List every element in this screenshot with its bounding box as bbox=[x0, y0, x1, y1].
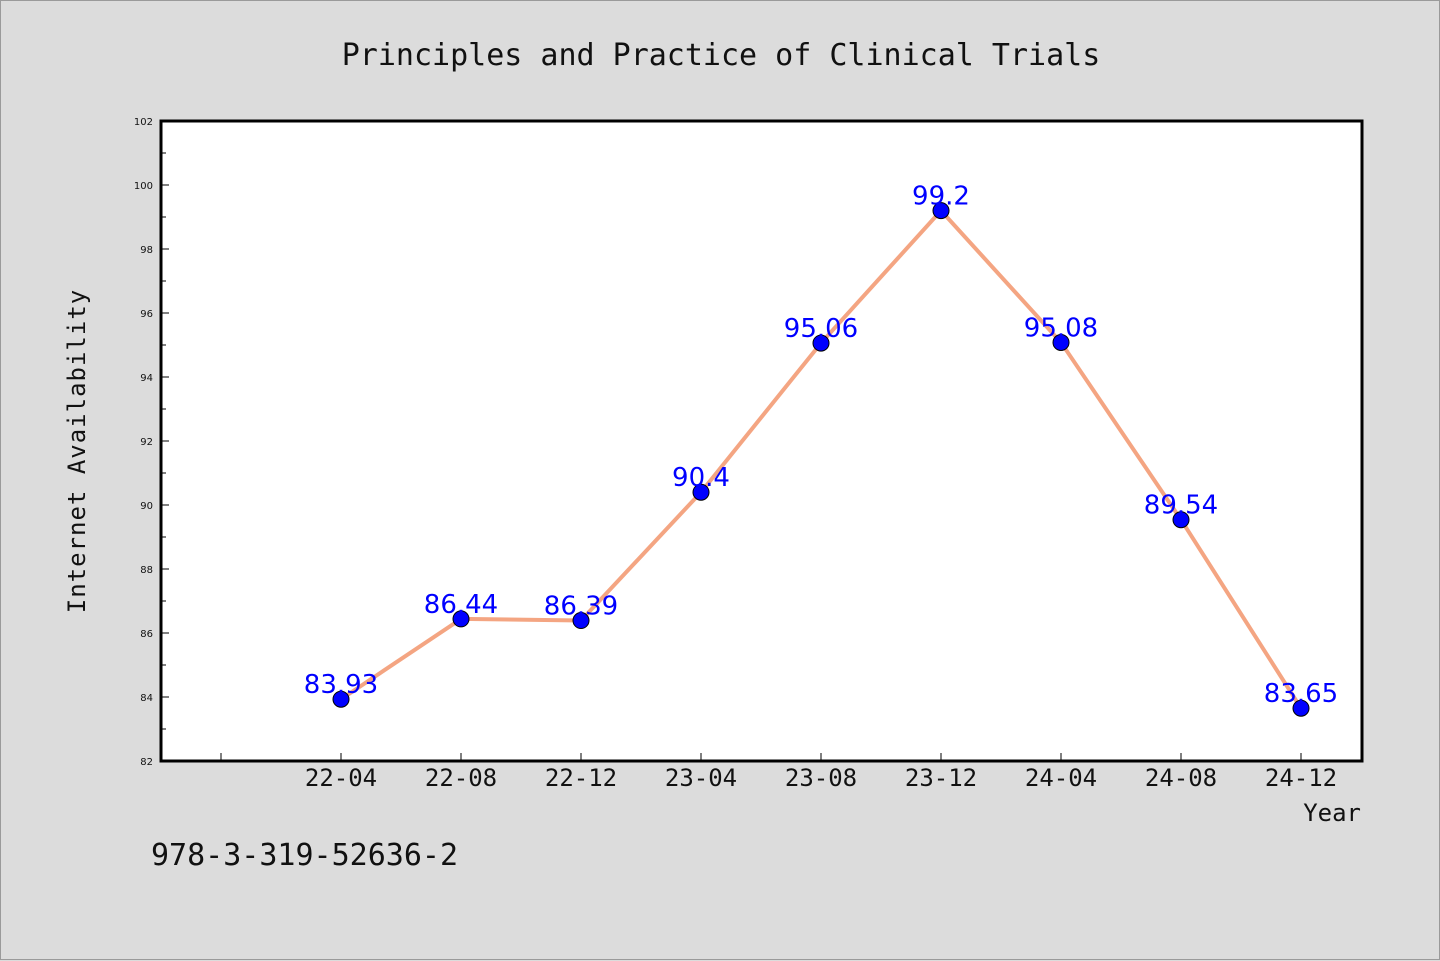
data-point bbox=[1292, 699, 1310, 717]
data-label: 90.4 bbox=[672, 463, 730, 493]
y-tick-label: 86 bbox=[140, 629, 153, 640]
y-tick-label: 102 bbox=[134, 117, 153, 128]
x-axis-label: Year bbox=[1303, 799, 1361, 827]
y-tick-label: 94 bbox=[140, 373, 153, 384]
x-tick-label: 23-12 bbox=[905, 764, 977, 792]
chart-title: Principles and Practice of Clinical Tria… bbox=[342, 38, 1101, 73]
x-tick-label: 24-08 bbox=[1145, 764, 1217, 792]
x-tick-label: 22-12 bbox=[545, 764, 617, 792]
data-label: 95.06 bbox=[784, 314, 858, 344]
data-label: 89.54 bbox=[1144, 491, 1218, 521]
y-tick-label: 98 bbox=[140, 245, 153, 256]
data-point bbox=[1052, 333, 1070, 351]
plot-area bbox=[159, 119, 1364, 763]
y-tick-label: 82 bbox=[140, 757, 153, 768]
x-tick-label: 22-08 bbox=[425, 764, 497, 792]
data-label: 86.44 bbox=[424, 590, 498, 620]
x-tick-label: 23-08 bbox=[785, 764, 857, 792]
data-label: 99.2 bbox=[912, 182, 970, 212]
y-tick-label: 88 bbox=[140, 565, 153, 576]
x-tick-label: 24-12 bbox=[1265, 764, 1337, 792]
y-tick-label: 92 bbox=[140, 437, 153, 448]
x-axis: 22-04 22-08 22-12 23-04 23-08 23-12 24-04 24-08… bbox=[220, 753, 1337, 792]
x-tick-label: 22-04 bbox=[305, 764, 377, 792]
data-label: 83.93 bbox=[304, 670, 378, 700]
data-label: 95.08 bbox=[1024, 313, 1098, 343]
data-point bbox=[572, 612, 590, 630]
y-axis: 82 84 86 88 90 92 94 96 98 100 102 bbox=[134, 117, 169, 768]
data-point bbox=[812, 334, 830, 352]
y-axis-label: Internet Availability bbox=[63, 289, 91, 613]
data-point bbox=[692, 483, 710, 501]
data-point bbox=[452, 610, 470, 628]
y-tick-label: 84 bbox=[140, 693, 153, 704]
x-tick-label: 24-04 bbox=[1025, 764, 1097, 792]
data-point bbox=[332, 690, 350, 708]
data-label: 86.39 bbox=[544, 592, 618, 622]
x-tick-label: 23-04 bbox=[665, 764, 737, 792]
y-tick-label: 100 bbox=[134, 181, 153, 192]
data-labels: 83.93 86.44 86.39 90.4 95.06 99.2 95.08 89.54 83… bbox=[304, 182, 1338, 710]
y-tick-label: 90 bbox=[140, 501, 153, 512]
series-markers bbox=[332, 202, 1310, 717]
data-point bbox=[1172, 511, 1190, 529]
data-label: 83.65 bbox=[1264, 679, 1338, 709]
y-tick-label: 96 bbox=[140, 309, 153, 320]
isbn-annotation: 978-3-319-52636-2 bbox=[151, 838, 458, 873]
data-point bbox=[932, 202, 950, 220]
